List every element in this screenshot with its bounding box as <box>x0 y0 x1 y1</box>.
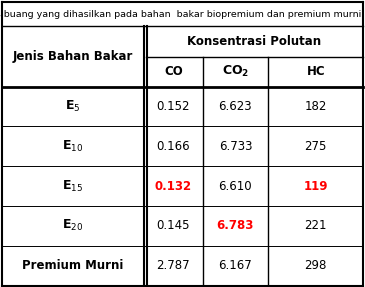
Text: 0.166: 0.166 <box>157 140 190 153</box>
Text: $\mathbf{E}_{5}$: $\mathbf{E}_{5}$ <box>65 99 81 114</box>
Text: 0.152: 0.152 <box>157 100 190 113</box>
Text: 6.623: 6.623 <box>219 100 252 113</box>
Text: 6.733: 6.733 <box>219 140 252 153</box>
Text: HC: HC <box>306 65 325 78</box>
Text: 0.145: 0.145 <box>157 219 190 232</box>
Text: 6.610: 6.610 <box>219 180 252 193</box>
Text: 275: 275 <box>304 140 327 153</box>
Text: CO: CO <box>164 65 183 78</box>
Text: 6.783: 6.783 <box>217 219 254 232</box>
Text: 298: 298 <box>304 259 327 272</box>
Text: Konsentrasi Polutan: Konsentrasi Polutan <box>187 35 322 48</box>
Text: Tabel 5. Emisi gas buang yang dihasilkan pada bahan  bakar biopremium dan premiu: Tabel 5. Emisi gas buang yang dihasilkan… <box>0 10 365 19</box>
Text: 2.787: 2.787 <box>157 259 190 272</box>
Text: $\mathbf{E}_{15}$: $\mathbf{E}_{15}$ <box>62 179 84 194</box>
Text: 119: 119 <box>303 180 328 193</box>
Text: Jenis Bahan Bakar: Jenis Bahan Bakar <box>13 50 133 63</box>
Text: $\mathbf{CO_2}$: $\mathbf{CO_2}$ <box>222 64 249 79</box>
Text: Premium Murni: Premium Murni <box>22 259 124 272</box>
Text: 6.167: 6.167 <box>219 259 252 272</box>
Text: $\mathbf{E}_{10}$: $\mathbf{E}_{10}$ <box>62 139 84 154</box>
Text: 0.132: 0.132 <box>155 180 192 193</box>
Text: $\mathbf{E}_{20}$: $\mathbf{E}_{20}$ <box>62 218 84 233</box>
Text: 221: 221 <box>304 219 327 232</box>
Text: 182: 182 <box>304 100 327 113</box>
